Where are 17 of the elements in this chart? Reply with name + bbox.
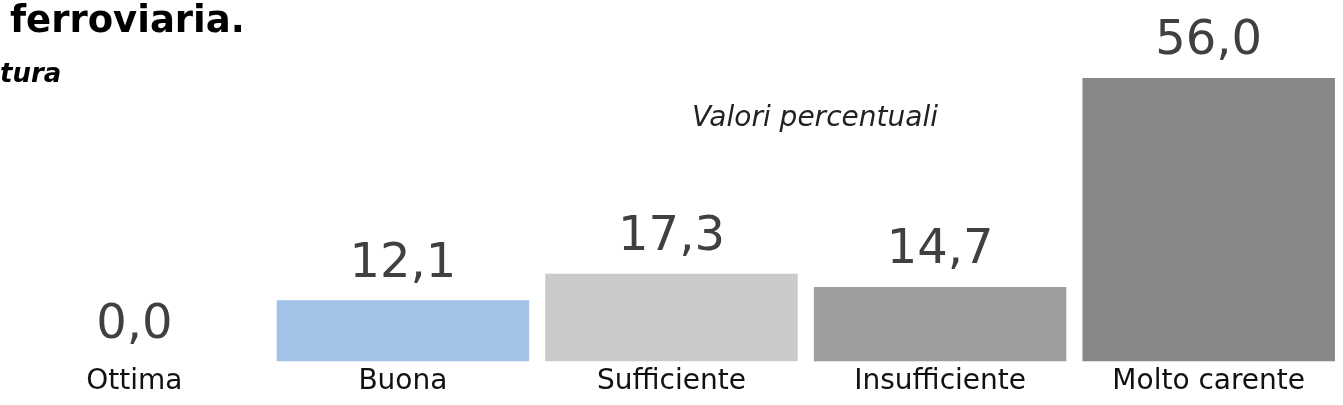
annotation: Valori percentuali xyxy=(692,100,938,133)
bar xyxy=(276,300,530,362)
x-tick-label: Ottima xyxy=(86,363,183,397)
bar xyxy=(1082,78,1335,362)
data-label: 14,7 xyxy=(886,218,994,275)
x-tick-label: Sufficiente xyxy=(597,363,746,397)
data-label: 0,0 xyxy=(96,292,173,349)
x-tick-label: Buona xyxy=(358,363,448,397)
chart-subtitle: tura xyxy=(0,58,62,88)
data-label: 56,0 xyxy=(1155,9,1263,66)
chart-title: ferroviaria. xyxy=(10,0,245,41)
data-label: 17,3 xyxy=(618,205,725,262)
x-tick-label: Molto carente xyxy=(1112,363,1306,397)
x-tick-label: Insufficiente xyxy=(854,363,1026,397)
data-label: 12,1 xyxy=(349,231,457,288)
bar xyxy=(545,273,798,362)
bar xyxy=(813,287,1067,362)
